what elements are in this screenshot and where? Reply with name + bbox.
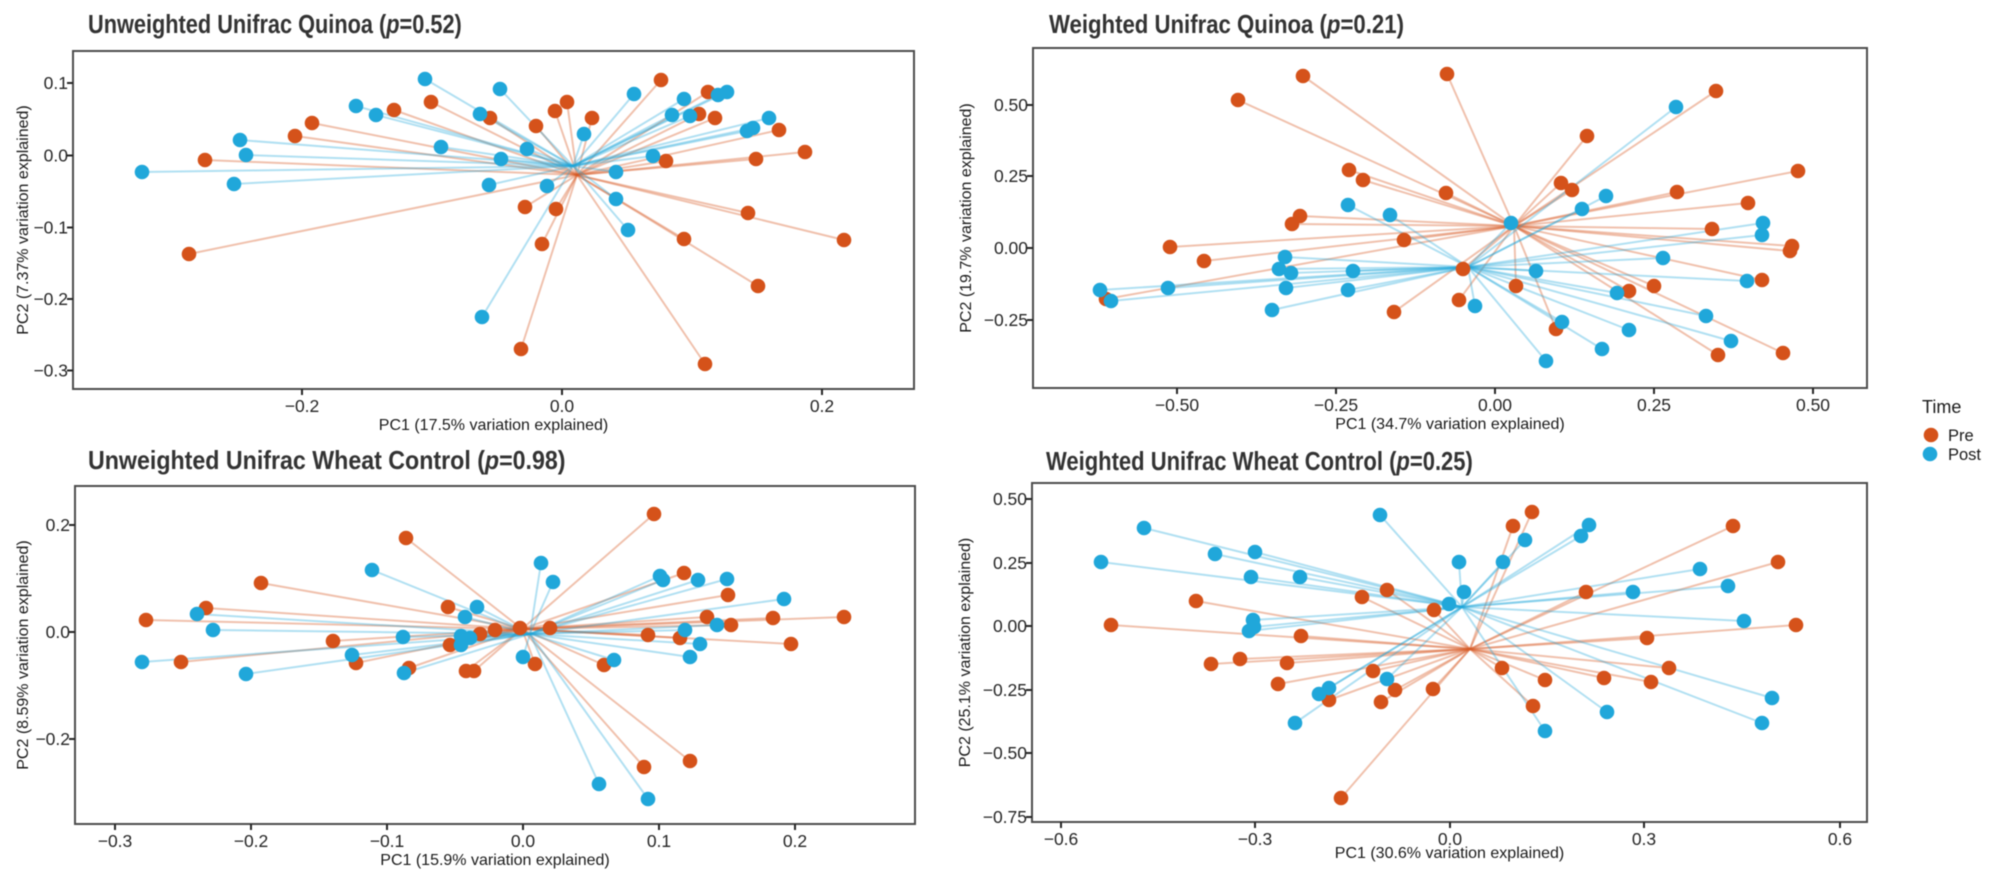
svg-text:−0.2: −0.2 xyxy=(33,289,68,309)
svg-text:0.2: 0.2 xyxy=(810,396,834,416)
svg-text:0.50: 0.50 xyxy=(1796,395,1830,415)
svg-text:Pre: Pre xyxy=(1948,427,1974,445)
svg-text:0.0: 0.0 xyxy=(511,831,536,851)
svg-text:0.0: 0.0 xyxy=(44,146,69,166)
svg-text:0.25: 0.25 xyxy=(993,553,1027,573)
svg-text:−0.75: −0.75 xyxy=(983,807,1027,827)
svg-text:−0.50: −0.50 xyxy=(983,743,1028,763)
svg-text:0.6: 0.6 xyxy=(1828,829,1852,849)
svg-text:0.00: 0.00 xyxy=(1478,395,1512,415)
svg-text:−0.50: −0.50 xyxy=(1155,395,1200,415)
svg-text:PC1 (17.5% variation explained: PC1 (17.5% variation explained) xyxy=(379,417,608,434)
svg-text:PC2 (19.7% variation explained: PC2 (19.7% variation explained) xyxy=(958,103,975,332)
svg-text:−0.2: −0.2 xyxy=(285,396,320,416)
svg-text:−0.25: −0.25 xyxy=(983,680,1027,700)
svg-text:−0.25: −0.25 xyxy=(1314,395,1358,415)
svg-text:0.00: 0.00 xyxy=(993,616,1027,636)
svg-text:−0.3: −0.3 xyxy=(98,831,133,851)
svg-text:Time: Time xyxy=(1922,397,1961,417)
svg-text:0.50: 0.50 xyxy=(994,95,1028,115)
svg-text:0.0: 0.0 xyxy=(46,622,71,642)
svg-text:Post: Post xyxy=(1948,446,1981,464)
svg-text:−0.3: −0.3 xyxy=(33,361,68,381)
svg-text:0.50: 0.50 xyxy=(993,489,1027,509)
svg-text:PC1 (30.6% variation explained: PC1 (30.6% variation explained) xyxy=(1335,845,1564,862)
svg-text:PC1 (34.7% variation explained: PC1 (34.7% variation explained) xyxy=(1335,416,1564,433)
svg-text:−0.1: −0.1 xyxy=(33,218,68,238)
svg-text:PC1 (15.9% variation explained: PC1 (15.9% variation explained) xyxy=(380,852,609,869)
svg-text:−0.1: −0.1 xyxy=(370,831,405,851)
svg-text:0.1: 0.1 xyxy=(647,831,671,851)
svg-text:−0.25: −0.25 xyxy=(984,310,1028,330)
svg-text:Unweighted Unifrac Quinoa (p=0: Unweighted Unifrac Quinoa (p=0.52) xyxy=(88,10,462,39)
svg-text:0.2: 0.2 xyxy=(46,515,70,535)
svg-text:0.1: 0.1 xyxy=(44,73,68,93)
svg-text:PC2 (8.59% variation explained: PC2 (8.59% variation explained) xyxy=(15,540,32,769)
svg-text:0.25: 0.25 xyxy=(1637,395,1671,415)
svg-text:PC2 (25.1% variation explained: PC2 (25.1% variation explained) xyxy=(957,538,974,767)
svg-text:Weighted Unifrac Wheat Control: Weighted Unifrac Wheat Control (p=0.25) xyxy=(1046,447,1473,476)
svg-text:0.25: 0.25 xyxy=(994,166,1028,186)
svg-text:0.0: 0.0 xyxy=(550,396,575,416)
svg-text:0.0: 0.0 xyxy=(1438,829,1463,849)
svg-text:Unweighted Unifrac Wheat Contr: Unweighted Unifrac Wheat Control (p=0.98… xyxy=(88,447,566,475)
svg-text:−0.2: −0.2 xyxy=(234,831,269,851)
svg-text:0.2: 0.2 xyxy=(783,831,807,851)
svg-text:−0.2: −0.2 xyxy=(35,729,70,749)
svg-text:0.3: 0.3 xyxy=(1632,829,1656,849)
svg-text:Weighted Unifrac Quinoa (p=0.2: Weighted Unifrac Quinoa (p=0.21) xyxy=(1049,10,1404,39)
svg-text:PC2 (7.37% variation explained: PC2 (7.37% variation explained) xyxy=(15,105,32,334)
svg-text:0.00: 0.00 xyxy=(994,238,1028,258)
svg-text:−0.6: −0.6 xyxy=(1044,829,1079,849)
svg-text:−0.3: −0.3 xyxy=(1238,829,1273,849)
